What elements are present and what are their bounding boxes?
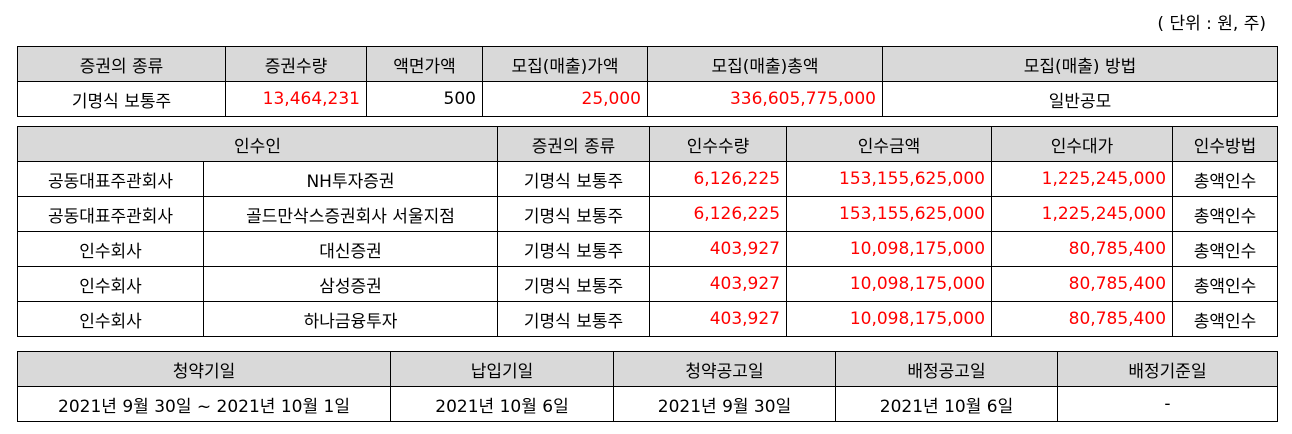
header-offer-price: 모집(매출)가액 (482, 46, 648, 82)
header-offer-method: 모집(매출) 방법 (882, 46, 1278, 82)
security-type: 기명식 보통주 (497, 196, 651, 232)
underwrite-qty: 403,927 (649, 266, 788, 302)
header-offer-total: 모집(매출)총액 (647, 46, 883, 82)
header-payment-date: 납입기일 (390, 351, 614, 387)
underwrite-fee: 80,785,400 (991, 231, 1174, 267)
underwrite-fee: 1,225,245,000 (991, 161, 1174, 197)
underwrite-amount: 10,098,175,000 (786, 231, 993, 267)
underwriter-role: 인수회사 (17, 231, 204, 267)
underwriter-name: 삼성증권 (202, 266, 499, 302)
payment-date: 2021년 10월 6일 (390, 386, 614, 422)
offer-price: 25,000 (482, 81, 648, 117)
underwrite-fee: 80,785,400 (991, 266, 1174, 302)
underwrite-method: 총액인수 (1172, 161, 1279, 197)
security-type: 기명식 보통주 (17, 81, 226, 117)
underwriter-name: 대신증권 (202, 231, 499, 267)
schedule-row: 2021년 9월 30일 ~ 2021년 10월 1일 2021년 10월 6일… (17, 386, 1278, 422)
underwrite-qty: 403,927 (649, 231, 788, 267)
table-row: 인수회사 하나금융투자 기명식 보통주 403,927 10,098,175,0… (17, 301, 1279, 337)
table-row: 인수회사 대신증권 기명식 보통주 403,927 10,098,175,000… (17, 231, 1279, 267)
security-type: 기명식 보통주 (497, 301, 651, 337)
security-type: 기명식 보통주 (497, 231, 651, 267)
schedule-header-row: 청약기일 납입기일 청약공고일 배정공고일 배정기준일 (17, 351, 1278, 387)
underwrite-amount: 153,155,625,000 (786, 196, 993, 232)
underwrite-amount: 153,155,625,000 (786, 161, 993, 197)
subscription-notice-date: 2021년 9월 30일 (613, 386, 836, 422)
header-allotment-record-date: 배정기준일 (1057, 351, 1278, 387)
table-row: 공동대표주관회사 골드만삭스증권회사 서울지점 기명식 보통주 6,126,22… (17, 196, 1279, 232)
offer-method: 일반공모 (882, 81, 1278, 117)
allotment-record-date: - (1057, 386, 1278, 422)
quantity: 13,464,231 (225, 81, 367, 117)
underwrite-qty: 6,126,225 (649, 161, 788, 197)
subscription-date: 2021년 9월 30일 ~ 2021년 10월 1일 (17, 386, 391, 422)
underwriter-role: 인수회사 (17, 266, 204, 302)
header-security-type: 증권의 종류 (17, 46, 226, 82)
unit-note: ( 단위 : 원, 주) (1157, 14, 1266, 34)
offering-row: 기명식 보통주 13,464,231 500 25,000 336,605,77… (17, 81, 1278, 117)
underwriter-role: 공동대표주관회사 (17, 161, 204, 197)
header-allotment-notice-date: 배정공고일 (835, 351, 1058, 387)
underwrite-fee: 80,785,400 (991, 301, 1174, 337)
offering-header-row: 증권의 종류 증권수량 액면가액 모집(매출)가액 모집(매출)총액 모집(매출… (17, 46, 1278, 82)
header-par-value: 액면가액 (366, 46, 483, 82)
underwrite-method: 총액인수 (1172, 231, 1279, 267)
underwriter-role: 공동대표주관회사 (17, 196, 204, 232)
underwrite-method: 총액인수 (1172, 196, 1279, 232)
header-underwrite-amount: 인수금액 (786, 126, 993, 162)
underwrite-fee: 1,225,245,000 (991, 196, 1174, 232)
underwriter-role: 인수회사 (17, 301, 204, 337)
underwriter-name: NH투자증권 (202, 161, 499, 197)
allotment-notice-date: 2021년 10월 6일 (835, 386, 1058, 422)
underwriter-header-row: 인수인 증권의 종류 인수수량 인수금액 인수대가 인수방법 (16, 126, 1279, 162)
security-type: 기명식 보통주 (497, 266, 651, 302)
underwrite-qty: 6,126,225 (649, 196, 788, 232)
header-quantity: 증권수량 (225, 46, 367, 82)
par-value: 500 (366, 81, 483, 117)
table-row: 공동대표주관회사 NH투자증권 기명식 보통주 6,126,225 153,15… (17, 161, 1279, 197)
underwriter-name: 하나금융투자 (202, 301, 499, 337)
underwrite-qty: 403,927 (649, 301, 788, 337)
underwrite-method: 총액인수 (1172, 266, 1279, 302)
underwriter-name: 골드만삭스증권회사 서울지점 (202, 196, 499, 232)
table-row: 인수회사 삼성증권 기명식 보통주 403,927 10,098,175,000… (17, 266, 1279, 302)
offering-table: 증권의 종류 증권수량 액면가액 모집(매출)가액 모집(매출)총액 모집(매출… (17, 46, 1278, 117)
schedule-table: 청약기일 납입기일 청약공고일 배정공고일 배정기준일 2021년 9월 30일… (17, 351, 1278, 422)
header-security-type: 증권의 종류 (497, 126, 651, 162)
underwrite-amount: 10,098,175,000 (786, 266, 993, 302)
header-subscription-notice-date: 청약공고일 (613, 351, 836, 387)
header-underwrite-method: 인수방법 (1172, 126, 1279, 162)
header-underwrite-fee: 인수대가 (991, 126, 1174, 162)
offer-total: 336,605,775,000 (647, 81, 883, 117)
security-type: 기명식 보통주 (497, 161, 651, 197)
header-subscription-date: 청약기일 (17, 351, 391, 387)
header-underwriter: 인수인 (16, 126, 499, 162)
underwriter-table: 인수인 증권의 종류 인수수량 인수금액 인수대가 인수방법 공동대표주관회사 … (16, 126, 1279, 337)
underwrite-method: 총액인수 (1172, 301, 1279, 337)
header-underwrite-qty: 인수수량 (649, 126, 788, 162)
underwrite-amount: 10,098,175,000 (786, 301, 993, 337)
